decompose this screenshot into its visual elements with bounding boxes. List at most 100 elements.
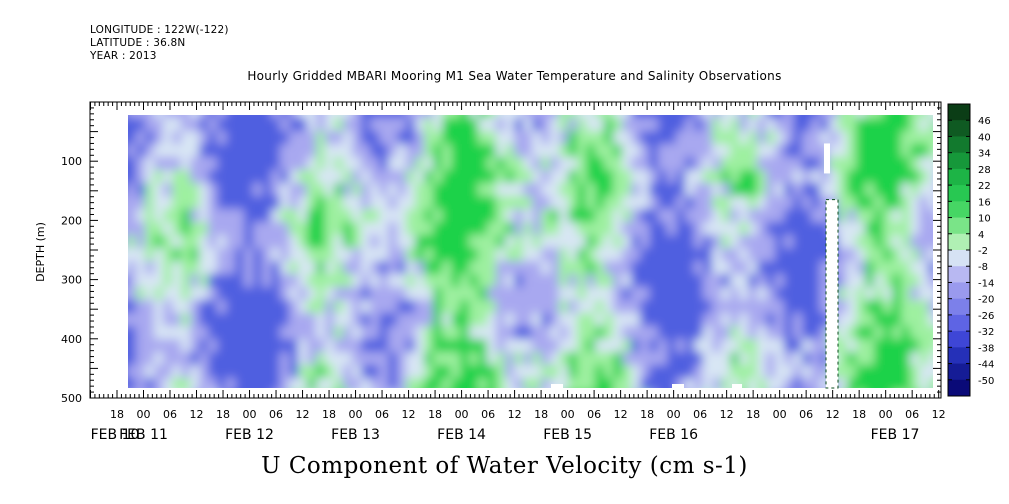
heatmap-cell	[208, 352, 219, 367]
heatmap-cell	[919, 274, 930, 289]
heatmap-cell	[820, 209, 831, 224]
x-tick-label: 06	[481, 408, 495, 421]
heatmap-cell	[226, 196, 237, 211]
heatmap-cell	[811, 115, 822, 120]
heatmap-cell	[361, 326, 372, 341]
heatmap-cell	[820, 365, 831, 380]
heatmap-cell	[316, 235, 327, 250]
heatmap-cell	[676, 248, 687, 263]
heatmap-cell	[856, 261, 867, 276]
heatmap-cell	[235, 261, 246, 276]
heatmap-cell	[766, 115, 777, 120]
heatmap-cell	[937, 300, 948, 315]
heatmap-cell	[622, 261, 633, 276]
heatmap-cell	[793, 235, 804, 250]
heatmap-cell	[838, 313, 849, 328]
heatmap-cell	[136, 144, 147, 159]
heatmap-cell	[865, 339, 876, 354]
heatmap-cell	[433, 144, 444, 159]
heatmap-cell	[730, 209, 741, 224]
heatmap-cell	[649, 274, 660, 289]
heatmap-cell	[919, 339, 930, 354]
heatmap-cell	[208, 326, 219, 341]
colorbar-band	[948, 152, 970, 170]
heatmap-cell	[271, 352, 282, 367]
heatmap-cell	[226, 261, 237, 276]
heatmap-cell	[128, 118, 138, 133]
heatmap-cell	[595, 352, 606, 367]
heatmap-cell	[775, 196, 786, 211]
data-gap-bottom	[551, 384, 563, 390]
heatmap-cell	[433, 222, 444, 237]
heatmap-cell	[415, 131, 426, 146]
heatmap-cell	[496, 157, 507, 172]
heatmap-cell	[811, 352, 822, 367]
heatmap-cell	[253, 261, 264, 276]
heatmap-cell	[514, 339, 525, 354]
heatmap-cell	[739, 300, 750, 315]
heatmap-cell	[370, 352, 381, 367]
heatmap-cell	[721, 196, 732, 211]
heatmap-cell	[559, 115, 570, 120]
heatmap-cell	[712, 235, 723, 250]
heatmap-cell	[730, 222, 741, 237]
heatmap-cell	[181, 300, 192, 315]
heatmap-cell	[712, 326, 723, 341]
heatmap-cell	[253, 248, 264, 263]
heatmap-cell	[748, 313, 759, 328]
heatmap-cell	[217, 339, 228, 354]
heatmap-cell	[172, 222, 183, 237]
x-tick-label: 12	[508, 408, 522, 421]
heatmap-cell	[640, 378, 651, 388]
heatmap-cell	[856, 235, 867, 250]
heatmap-cell	[667, 170, 678, 185]
heatmap-cell	[928, 352, 933, 367]
heatmap-cell	[406, 222, 417, 237]
heatmap-cell	[478, 352, 489, 367]
heatmap-cell	[847, 339, 858, 354]
heatmap-cell	[208, 365, 219, 380]
heatmap-cell	[451, 144, 462, 159]
heatmap-cell	[478, 183, 489, 198]
heatmap-cell	[874, 235, 885, 250]
heatmap-cell	[208, 131, 219, 146]
heatmap-cell	[766, 235, 777, 250]
colorbar-label: 40	[978, 132, 991, 143]
heatmap-cell	[640, 339, 651, 354]
heatmap-cell	[595, 300, 606, 315]
heatmap-cell	[523, 157, 534, 172]
heatmap-cell	[388, 183, 399, 198]
heatmap-cell	[514, 115, 525, 120]
heatmap-cell	[910, 326, 921, 341]
heatmap-cell	[343, 326, 354, 341]
heatmap-cell	[487, 365, 498, 380]
heatmap-cell	[289, 144, 300, 159]
heatmap-cell	[289, 118, 300, 133]
heatmap-cell	[352, 235, 363, 250]
heatmap-cell	[577, 261, 588, 276]
heatmap-cell	[487, 261, 498, 276]
heatmap-cell	[128, 326, 129, 341]
heatmap-cell	[244, 326, 255, 341]
heatmap-cell	[451, 248, 462, 263]
heatmap-cell	[541, 183, 552, 198]
heatmap-cell	[883, 339, 894, 354]
heatmap-cell	[739, 352, 750, 367]
heatmap-cell	[577, 378, 588, 388]
heatmap-cell	[757, 287, 768, 302]
heatmap-cell	[172, 365, 183, 380]
heatmap-cell	[307, 300, 318, 315]
heatmap-cell	[343, 170, 354, 185]
heatmap-cell	[874, 170, 885, 185]
heatmap-cell	[865, 365, 876, 380]
heatmap-cell	[811, 235, 822, 250]
heatmap-cell	[631, 248, 642, 263]
heatmap-cell	[199, 313, 210, 328]
heatmap-cell	[703, 339, 714, 354]
heatmap-cell	[811, 222, 822, 237]
heatmap-cell	[874, 300, 885, 315]
heatmap-cell	[703, 115, 714, 120]
heatmap-cell	[577, 235, 588, 250]
y-tick-label: 200	[61, 214, 82, 227]
heatmap-cell	[883, 261, 894, 276]
